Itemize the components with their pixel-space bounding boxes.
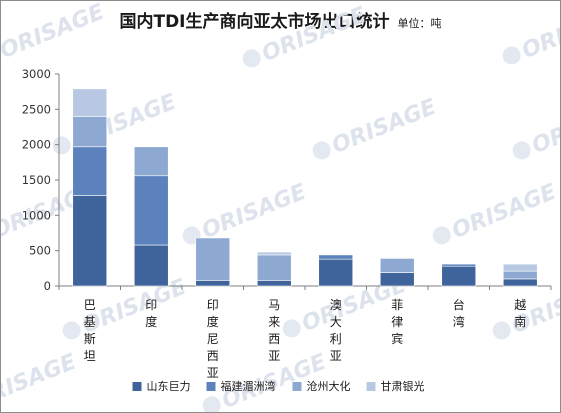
bar-segment[interactable] xyxy=(133,244,169,287)
bar-segment[interactable] xyxy=(502,278,538,287)
watermark-logo: ORISAGE xyxy=(512,95,560,160)
watermark-logo: ORISAGE xyxy=(242,3,370,68)
bar-segment[interactable] xyxy=(72,88,108,117)
watermark-logo: ORISAGE xyxy=(1,1,108,64)
watermark-globe-icon xyxy=(52,136,71,155)
legend-item[interactable]: 山东巨力 xyxy=(132,380,191,393)
watermark-logo: ORISAGE xyxy=(432,180,560,245)
bar-segment[interactable] xyxy=(379,258,415,273)
bar-segment[interactable] xyxy=(318,258,354,287)
legend-swatch xyxy=(132,382,142,391)
watermark-text: ORISAGE xyxy=(329,95,440,159)
watermark-text: ORISAGE xyxy=(259,3,370,67)
bar-segment[interactable] xyxy=(502,270,538,280)
watermark-globe-icon xyxy=(242,49,261,68)
bar-segment[interactable] xyxy=(379,272,415,287)
watermark-text: ORISAGE xyxy=(1,350,80,412)
y-tick-label: 2500 xyxy=(22,102,51,116)
watermark-text: ORISAGE xyxy=(1,1,108,64)
watermark-globe-icon xyxy=(492,321,511,340)
watermark-text: ORISAGE xyxy=(199,180,310,244)
bar-segment[interactable] xyxy=(195,237,231,281)
y-tick-label: 2000 xyxy=(22,138,51,152)
legend-label: 沧州大化 xyxy=(307,379,351,393)
bar-segment[interactable] xyxy=(72,116,108,148)
bar-segment[interactable] xyxy=(72,146,108,196)
watermark-logo: ORISAGE xyxy=(312,95,440,160)
category-label: 澳大利亚 xyxy=(330,298,342,363)
watermark-globe-icon xyxy=(202,396,221,412)
bar-segment[interactable] xyxy=(256,280,292,287)
legend-label: 福建湄洲湾 xyxy=(221,379,276,393)
watermark-globe-icon xyxy=(62,321,81,340)
category-label: 巴基斯坦 xyxy=(84,298,96,363)
category-label: 印度尼西亚 xyxy=(207,298,219,380)
category-label: 印度 xyxy=(145,298,157,329)
watermark-logo: ORISAGE xyxy=(502,1,560,65)
watermark-text: ORISAGE xyxy=(449,180,560,244)
category-label: 菲律宾 xyxy=(391,298,403,346)
bar-segment[interactable] xyxy=(502,263,538,272)
title-row: 国内TDI生产商向亚太市场出口统计 单位：吨 xyxy=(1,7,560,32)
bar-segment[interactable] xyxy=(133,146,169,177)
legend-label: 山东巨力 xyxy=(147,380,191,393)
y-tick-label: 3000 xyxy=(22,67,51,81)
bar-segment[interactable] xyxy=(195,280,231,287)
legend-swatch xyxy=(292,382,302,391)
legend-label: 甘肃银光 xyxy=(381,379,425,393)
unit-label: 单位：吨 xyxy=(397,17,442,30)
chart-title: 国内TDI生产商向亚太市场出口统计 xyxy=(119,12,390,32)
bar-segment[interactable] xyxy=(441,265,477,287)
watermark-globe-icon xyxy=(502,46,521,65)
bar-segment[interactable] xyxy=(133,175,169,246)
bar-segment[interactable] xyxy=(441,263,477,267)
watermark-globe-icon xyxy=(312,141,331,160)
legend-swatch xyxy=(206,382,216,391)
legend-item[interactable]: 福建湄洲湾 xyxy=(206,379,276,393)
watermark-globe-icon xyxy=(512,141,531,160)
watermark-globe-icon xyxy=(282,319,301,338)
bar-segment[interactable] xyxy=(256,254,292,281)
legend-item[interactable]: 甘肃银光 xyxy=(366,379,425,393)
bar-segment[interactable] xyxy=(318,254,354,260)
bar-segment[interactable] xyxy=(256,251,292,256)
watermark-logo: ORISAGE xyxy=(1,350,80,412)
category-label: 马来西亚 xyxy=(268,298,280,363)
legend-swatch xyxy=(366,382,376,391)
y-tick-label: 1000 xyxy=(22,208,51,222)
category-label: 台湾 xyxy=(453,297,465,329)
y-tick-label: 1500 xyxy=(22,173,51,187)
y-tick-label: 500 xyxy=(29,244,51,258)
category-label: 越南 xyxy=(514,298,526,329)
watermark-globe-icon xyxy=(432,226,451,245)
legend-item[interactable]: 沧州大化 xyxy=(292,379,351,393)
watermark-text: ORISAGE xyxy=(529,95,560,159)
watermark-text: ORISAGE xyxy=(519,1,560,64)
y-tick-label: 0 xyxy=(44,279,51,293)
bar-segment[interactable] xyxy=(72,195,108,287)
